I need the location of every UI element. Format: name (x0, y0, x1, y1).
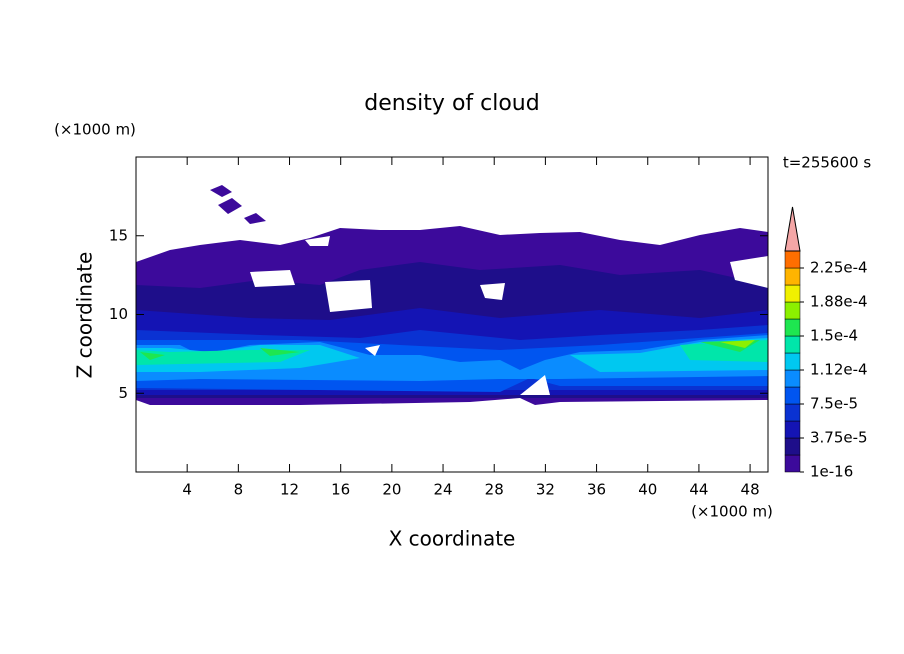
contour-region (140, 340, 760, 360)
empty-region (365, 345, 380, 356)
x-tick-label: 24 (433, 481, 452, 499)
empty-region (325, 280, 372, 312)
empty-region (520, 375, 550, 395)
x-tick-label: 20 (382, 481, 401, 499)
y-tick-label: 5 (118, 384, 128, 402)
contour-field (136, 185, 768, 405)
empty-region (480, 283, 505, 300)
colorbar-tick-label: 3.75e-5 (810, 429, 868, 447)
colorbar-band (784, 301, 801, 320)
colorbar-band (784, 420, 801, 439)
chart-title: density of cloud (364, 91, 539, 116)
x-tick-label: 36 (587, 481, 606, 499)
colorbar-extension (784, 206, 801, 252)
colorbar-band (784, 437, 801, 456)
colorbar-band (784, 335, 801, 354)
colorbar-tick-label: 2.25e-4 (810, 259, 868, 277)
x-tick-label: 12 (280, 481, 299, 499)
x-tick-label: 16 (331, 481, 350, 499)
colorbar-band (784, 250, 801, 269)
colorbar-band (784, 369, 801, 388)
x-tick-label: 40 (638, 481, 657, 499)
x-axis-title: X coordinate (389, 527, 516, 551)
empty-region (250, 270, 295, 287)
contour-region (136, 338, 768, 372)
colorbar-tick-label: 1.88e-4 (810, 293, 868, 311)
colorbar-tick-label: 7.5e-5 (810, 395, 858, 413)
contour-region (136, 340, 768, 365)
empty-region (305, 236, 330, 246)
colorbar-tick-label: 1.12e-4 (810, 361, 868, 379)
time-label: t=255600 s (783, 154, 871, 172)
y-tick-label: 15 (109, 226, 128, 244)
x-tick-label: 32 (536, 481, 555, 499)
x-tick-label: 48 (741, 481, 760, 499)
empty-region (730, 256, 768, 288)
colorbar-band (784, 403, 801, 422)
colorbar-band (784, 318, 801, 337)
x-tick-label: 8 (234, 481, 244, 499)
y-tick-label: 10 (109, 305, 128, 323)
y-unit: (×1000 m) (54, 121, 136, 139)
y-axis-title: Z coordinate (73, 252, 97, 379)
x-tick-label: 28 (485, 481, 504, 499)
contour-region (210, 185, 266, 224)
contour-region (720, 340, 755, 348)
colorbar-band (784, 267, 801, 286)
colorbar-tick-label: 1e-16 (810, 463, 853, 481)
x-unit: (×1000 m) (691, 503, 773, 521)
x-tick-label: 44 (689, 481, 708, 499)
colorbar-tick-label: 1.5e-4 (810, 327, 858, 345)
colorbar-band (784, 454, 801, 473)
colorbar-band (784, 386, 801, 405)
colorbar-band (784, 352, 801, 371)
x-tick-label: 4 (182, 481, 192, 499)
colorbar-band (784, 284, 801, 303)
